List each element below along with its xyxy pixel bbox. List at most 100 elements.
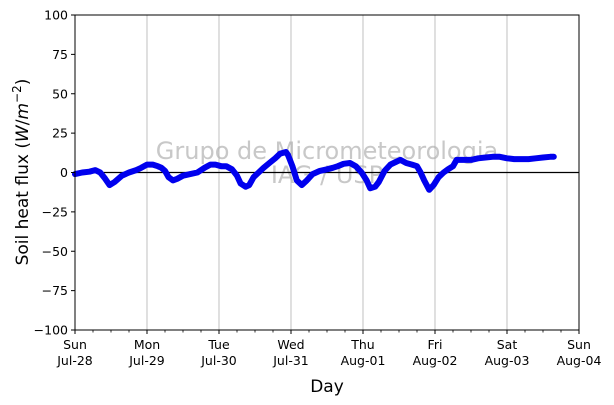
y-axis-label-unit-slash: / [13, 119, 33, 125]
x-tick-label-5: Fri Aug-02 [413, 337, 458, 368]
data-point-0-19 [174, 176, 180, 182]
data-point-0-58 [382, 168, 388, 174]
data-point-0-30 [238, 180, 244, 187]
x-tick-label-2: Tue Jul-30 [200, 337, 237, 368]
data-point-0-82 [518, 156, 525, 162]
data-point-0-2 [86, 169, 92, 175]
y-axis-label: Soil heat flux (W/m−2) [10, 79, 33, 266]
x-tick-date-6: Aug-03 [485, 353, 530, 368]
data-point-0-37 [272, 155, 278, 161]
data-point-0-51 [347, 160, 353, 166]
y-tick-label-8: −100 [34, 323, 68, 338]
y-axis-ticks: 100 75 50 25 0 −25 −50 −75 −100 [34, 8, 75, 338]
data-point-0-27 [223, 163, 229, 169]
x-tick-label-3: Wed Jul-31 [272, 337, 309, 368]
data-point-0-48 [330, 165, 336, 171]
x-tick-day-5: Fri [428, 337, 443, 352]
data-point-0-66 [421, 177, 427, 183]
data-point-0-13 [150, 162, 156, 168]
data-point-0-47 [324, 166, 330, 172]
y-tick-label-5: −25 [42, 204, 68, 219]
data-point-0-7 [112, 179, 118, 185]
data-point-0-43 [299, 182, 305, 188]
data-point-0-15 [158, 165, 164, 171]
data-point-0-80 [504, 155, 510, 161]
data-point-0-29 [234, 173, 240, 179]
x-tick-date-3: Jul-31 [272, 353, 309, 368]
data-point-0-78 [490, 154, 496, 160]
data-point-0-12 [144, 162, 150, 168]
data-point-0-10 [133, 167, 139, 173]
data-point-0-55 [367, 185, 373, 191]
x-tick-day-0: Sun [63, 337, 87, 352]
y-axis-label-suffix: ) [13, 79, 33, 86]
data-point-0-79 [497, 154, 503, 160]
data-point-0-77 [482, 154, 488, 161]
data-point-0-53 [359, 169, 365, 176]
data-point-0-76 [475, 155, 481, 161]
x-tick-day-6: Sat [497, 337, 518, 352]
y-tick-label-4: 0 [60, 165, 68, 180]
data-point-0-57 [376, 179, 382, 185]
x-axis-label: Day [310, 377, 344, 397]
data-point-0-75 [468, 157, 474, 163]
data-point-0-70 [441, 169, 447, 176]
data-point-0-26 [218, 163, 224, 169]
x-tick-date-0: Jul-28 [56, 353, 93, 368]
x-tick-day-4: Thu [350, 337, 374, 352]
data-point-0-4 [97, 169, 103, 176]
x-tick-day-7: Sun [567, 337, 591, 352]
x-tick-day-1: Mon [134, 337, 160, 352]
data-point-0-21 [187, 171, 193, 177]
data-point-0-46 [317, 168, 323, 174]
data-point-0-71 [445, 166, 451, 172]
data-point-0-45 [310, 171, 316, 177]
data-point-0-3 [92, 167, 98, 173]
data-point-0-72 [450, 163, 456, 169]
x-tick-day-2: Tue [207, 337, 230, 352]
data-point-0-20 [180, 173, 186, 179]
data-point-0-38 [277, 151, 283, 157]
data-point-0-63 [409, 162, 415, 168]
y-tick-label-2: 50 [52, 86, 68, 101]
data-point-0-36 [266, 160, 272, 166]
data-point-0-28 [229, 166, 235, 172]
x-tick-label-4: Thu Aug-01 [341, 337, 386, 368]
data-point-0-40 [285, 152, 291, 158]
data-point-0-34 [256, 169, 262, 176]
y-tick-label-7: −75 [42, 283, 68, 298]
data-point-0-87 [551, 154, 557, 160]
x-tick-date-5: Aug-02 [413, 353, 458, 368]
y-tick-label-1: 75 [52, 47, 68, 62]
data-point-0-65 [418, 169, 424, 176]
y-axis-label-unit-w: W [13, 124, 33, 142]
data-point-0-1 [79, 169, 85, 176]
data-point-0-25 [212, 162, 218, 168]
data-point-0-56 [372, 184, 378, 190]
data-point-0-83 [526, 156, 532, 162]
x-tick-date-4: Aug-01 [341, 353, 386, 368]
data-point-0-18 [170, 177, 176, 183]
x-tick-label-6: Sat Aug-03 [485, 337, 530, 368]
series-layer [72, 149, 557, 193]
data-point-0-44 [304, 177, 310, 183]
data-point-0-68 [431, 182, 437, 188]
data-point-0-42 [294, 177, 300, 183]
data-point-0-54 [364, 177, 370, 183]
x-tick-date-7: Aug-04 [557, 353, 602, 368]
data-point-0-9 [126, 169, 132, 176]
data-point-0-49 [335, 163, 341, 169]
x-tick-label-0: Sun Jul-28 [56, 337, 93, 368]
data-point-0-22 [194, 169, 200, 176]
data-point-0-52 [353, 163, 359, 169]
x-tick-day-3: Wed [277, 337, 304, 352]
data-point-0-69 [436, 174, 442, 180]
data-point-0-73 [454, 157, 460, 163]
data-point-0-11 [138, 165, 144, 171]
data-point-0-59 [387, 162, 393, 168]
data-point-0-35 [261, 165, 267, 171]
y-axis-label-unit-m: m [13, 103, 33, 120]
data-point-0-86 [547, 154, 553, 160]
